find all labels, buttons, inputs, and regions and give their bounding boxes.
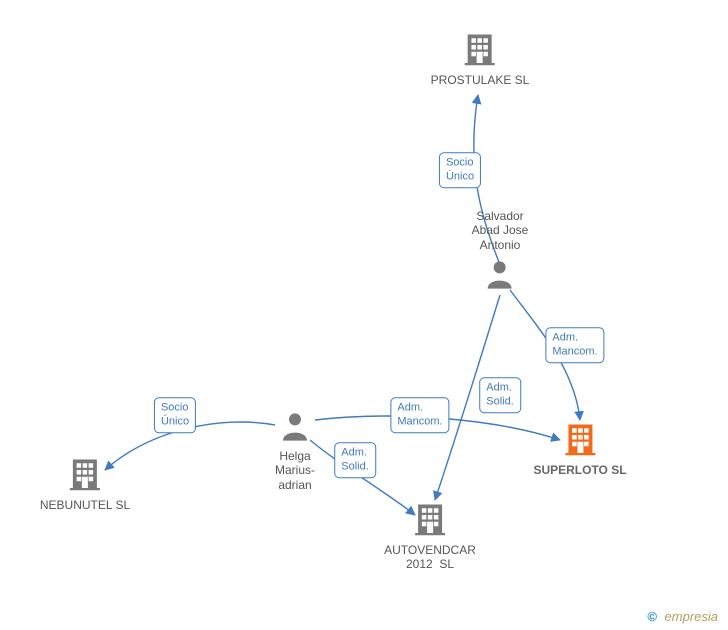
node-superloto[interactable]: SUPERLOTO SL: [533, 420, 626, 477]
node-nebunutel[interactable]: NEBUNUTEL SL: [40, 455, 130, 512]
edge-label-e2: Adm. Mancom.: [545, 327, 604, 363]
node-salvador[interactable]: Salvador Abad Jose Antonio: [472, 205, 529, 293]
edge-label-e6: Adm. Solid.: [334, 442, 376, 478]
node-label: PROSTULAKE SL: [431, 73, 530, 87]
edge-label-e5: Adm. Mancom.: [390, 397, 449, 433]
building-icon: [67, 455, 103, 491]
credit: © empresia: [647, 609, 718, 624]
person-icon: [484, 258, 516, 290]
node-autovendcar[interactable]: AUTOVENDCAR 2012 SL: [384, 500, 476, 572]
node-label: Salvador Abad Jose Antonio: [472, 209, 529, 252]
building-icon: [562, 420, 598, 456]
node-prostulake[interactable]: PROSTULAKE SL: [431, 30, 530, 87]
diagram-canvas: Socio Único Adm. Mancom. Adm. Solid. Socio …: [0, 0, 728, 630]
node-label: NEBUNUTEL SL: [40, 498, 130, 512]
node-label: AUTOVENDCAR 2012 SL: [384, 543, 476, 572]
building-icon: [412, 500, 448, 536]
building-icon: [462, 30, 498, 66]
edge-label-e3: Adm. Solid.: [479, 377, 521, 413]
credit-name: empresia: [665, 609, 718, 624]
edges-layer: [0, 0, 728, 630]
edge-label-e1: Socio Único: [439, 152, 481, 188]
copyright-symbol: ©: [647, 609, 657, 624]
edge-label-e4: Socio Único: [154, 397, 196, 433]
node-label: Helga Marius- adrian: [275, 449, 315, 492]
node-helga[interactable]: Helga Marius- adrian: [275, 410, 315, 492]
node-label: SUPERLOTO SL: [533, 463, 626, 477]
person-icon: [279, 410, 311, 442]
